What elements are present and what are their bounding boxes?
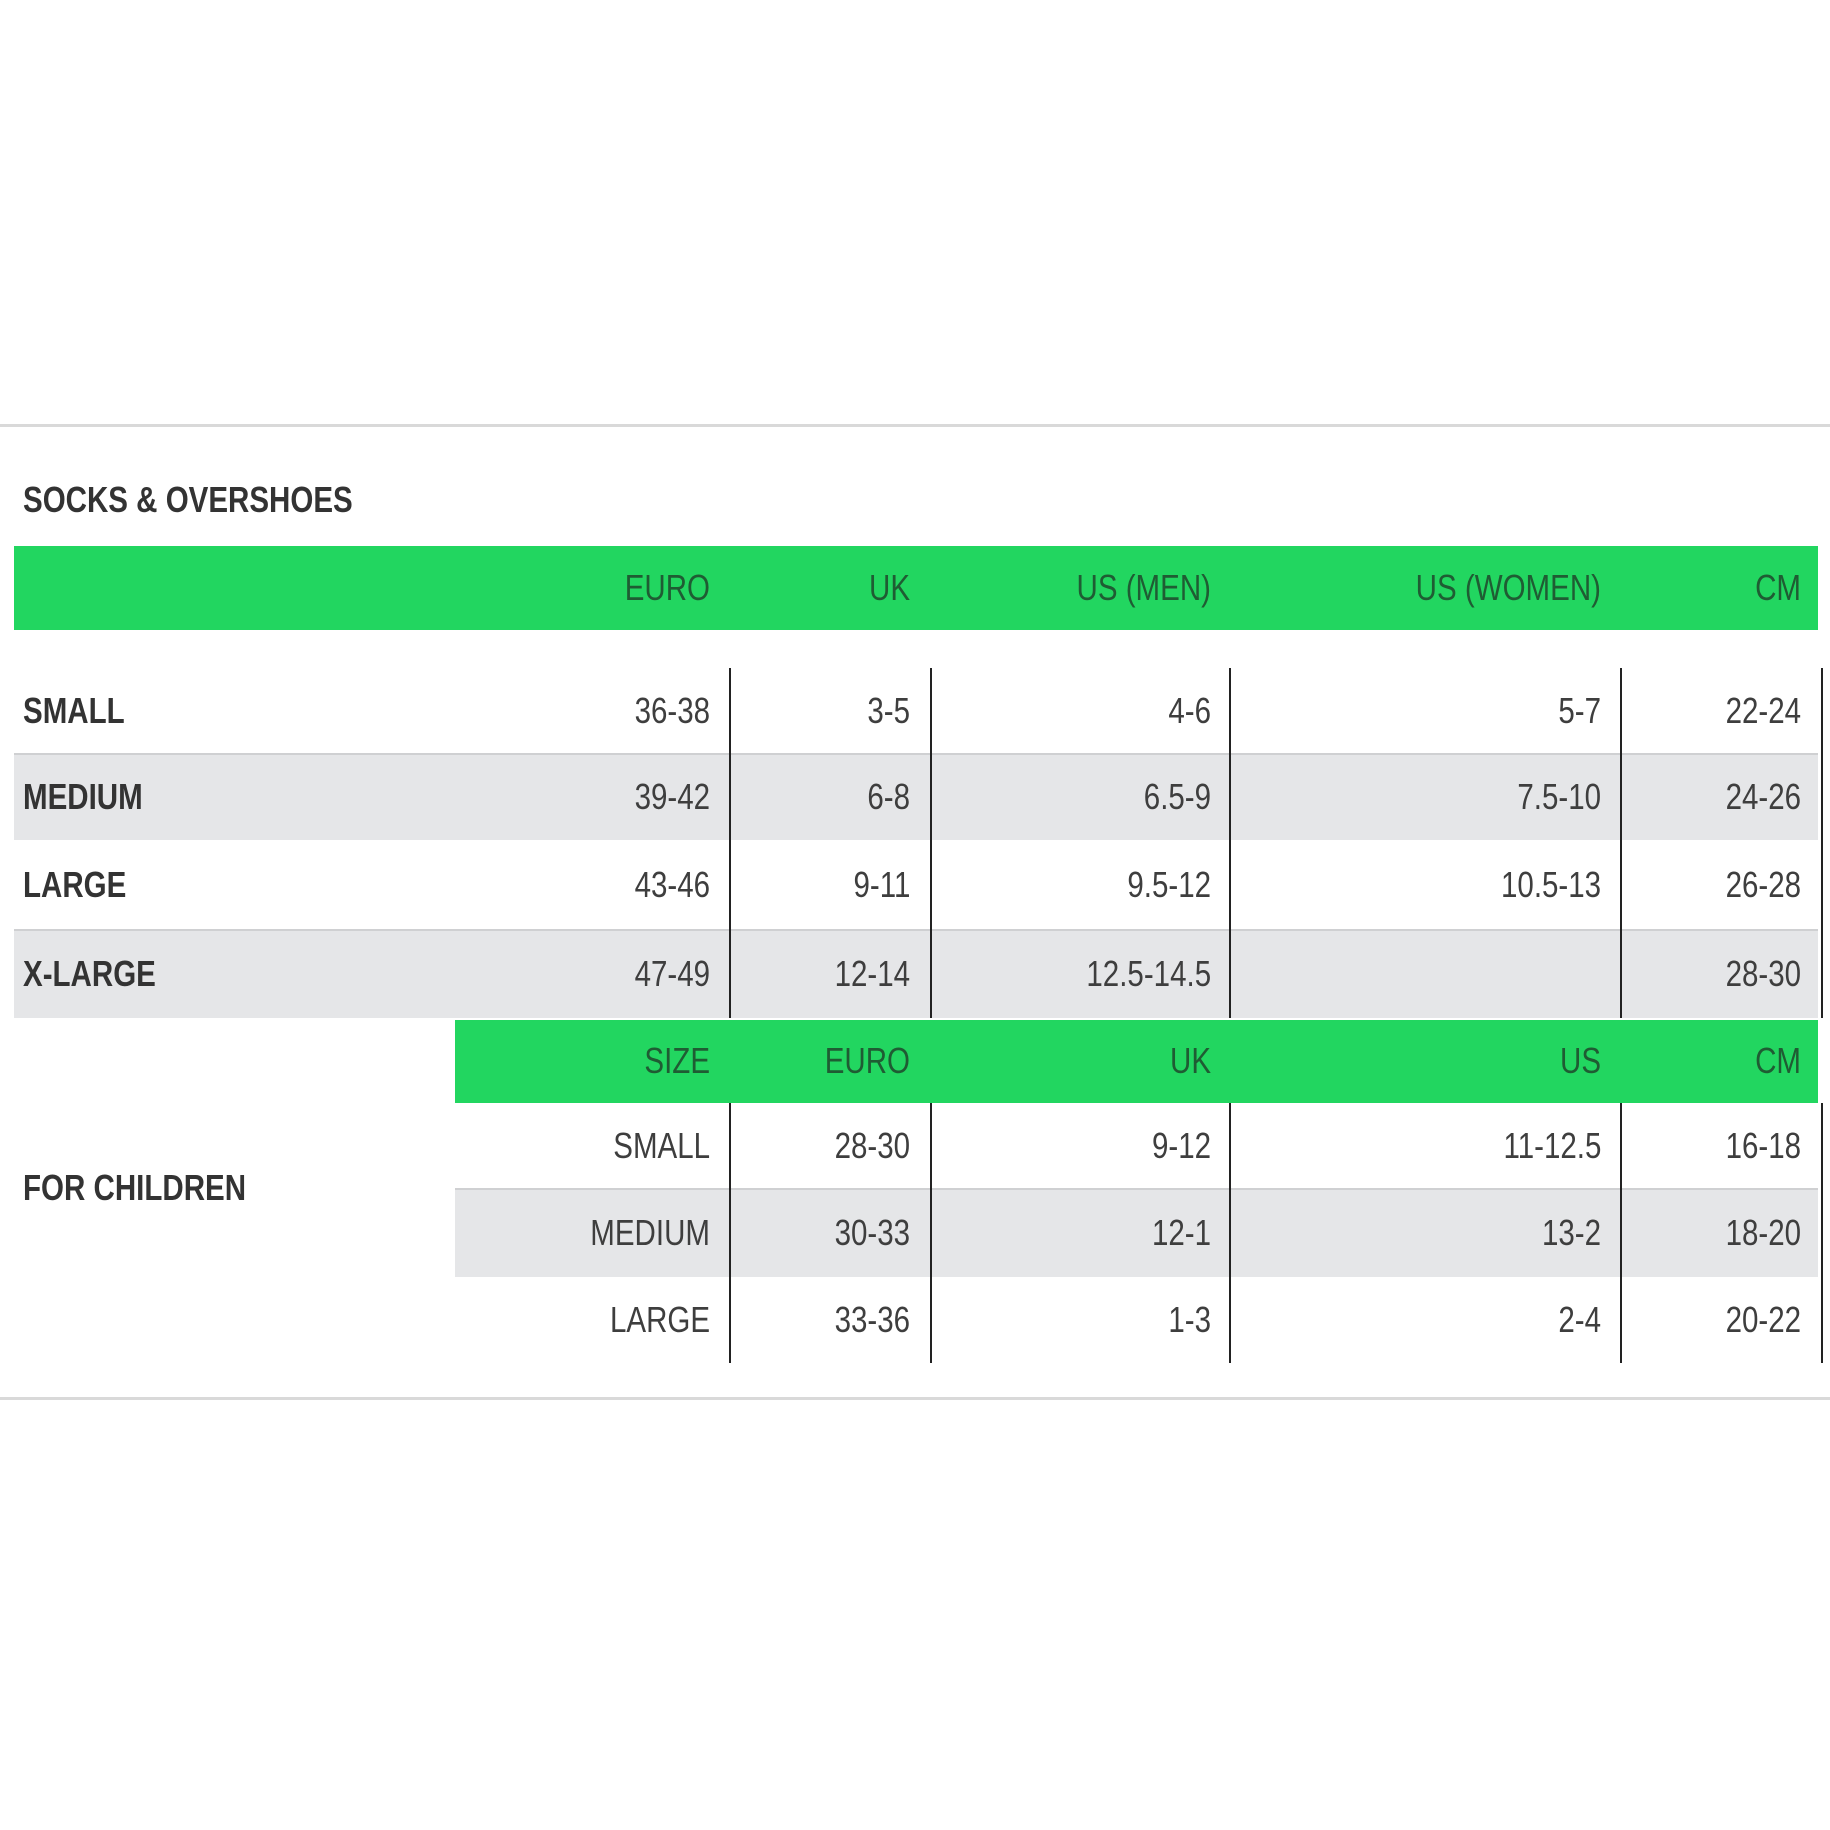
table-cell: 3-5 xyxy=(867,689,910,731)
table-cell: 12-1 xyxy=(1151,1211,1211,1253)
table-cell: 26-28 xyxy=(1725,863,1801,905)
bottom-divider xyxy=(0,1397,1830,1400)
adult-header-bar xyxy=(14,546,1818,630)
row-size-label: MEDIUM xyxy=(23,775,143,817)
table-cell: 22-24 xyxy=(1725,689,1801,731)
table-cell: 4-6 xyxy=(1168,689,1211,731)
column-header: EURO xyxy=(624,567,710,608)
table-cell: 36-38 xyxy=(634,689,710,731)
row-size-label: X-LARGE xyxy=(23,952,156,994)
column-divider xyxy=(930,668,932,1018)
table-cell: 6-8 xyxy=(867,775,910,817)
row-size-label: SMALL xyxy=(23,689,125,731)
row-size-label: LARGE xyxy=(23,863,127,905)
section-title: SOCKS & OVERSHOES xyxy=(23,479,353,520)
table-cell: 2-4 xyxy=(1558,1299,1601,1340)
column-divider xyxy=(1229,1103,1231,1363)
children-label: FOR CHILDREN xyxy=(23,1167,247,1208)
column-header: US (WOMEN) xyxy=(1415,567,1601,608)
children-row-stripe xyxy=(455,1188,1818,1277)
table-cell: 39-42 xyxy=(634,775,710,817)
table-cell: 1-3 xyxy=(1168,1299,1211,1340)
table-cell: 28-30 xyxy=(1725,952,1801,994)
table-cell: 10.5-13 xyxy=(1500,863,1601,905)
column-header: CM xyxy=(1755,1040,1801,1081)
column-divider xyxy=(729,1103,731,1363)
table-cell: MEDIUM xyxy=(590,1211,710,1253)
table-cell: 12-14 xyxy=(834,952,910,994)
table-cell: 7.5-10 xyxy=(1517,775,1601,817)
table-cell: 13-2 xyxy=(1541,1211,1601,1253)
top-divider xyxy=(0,424,1830,427)
column-header: UK xyxy=(1169,1040,1211,1081)
table-cell: 30-33 xyxy=(834,1211,910,1253)
table-cell: 47-49 xyxy=(634,952,710,994)
column-divider xyxy=(1821,668,1823,1018)
table-cell: 6.5-9 xyxy=(1143,775,1211,817)
table-cell: 5-7 xyxy=(1558,689,1601,731)
column-divider xyxy=(930,1103,932,1363)
column-header: EURO xyxy=(824,1040,910,1081)
adult-row-stripe xyxy=(14,929,1818,1018)
table-cell: 12.5-14.5 xyxy=(1086,952,1211,994)
table-cell: 20-22 xyxy=(1725,1299,1801,1340)
table-cell: LARGE xyxy=(609,1299,710,1340)
column-divider xyxy=(1620,668,1622,1018)
column-divider xyxy=(729,668,731,1018)
table-cell: 28-30 xyxy=(834,1124,910,1166)
column-header: US xyxy=(1559,1040,1601,1081)
column-divider xyxy=(1620,1103,1622,1363)
children-header-bar xyxy=(455,1020,1818,1103)
table-cell: 33-36 xyxy=(834,1299,910,1340)
column-header: CM xyxy=(1755,567,1801,608)
table-cell: 18-20 xyxy=(1725,1211,1801,1253)
column-divider xyxy=(1821,1103,1823,1363)
adult-row-stripe xyxy=(14,753,1818,840)
column-divider xyxy=(1229,668,1231,1018)
table-cell: 16-18 xyxy=(1725,1124,1801,1166)
table-cell: SMALL xyxy=(613,1124,710,1166)
table-cell: 24-26 xyxy=(1725,775,1801,817)
table-cell: 11-12.5 xyxy=(1503,1124,1601,1166)
table-cell: 9-12 xyxy=(1151,1124,1211,1166)
column-header: UK xyxy=(868,567,910,608)
table-cell: 43-46 xyxy=(634,863,710,905)
table-cell: 9-11 xyxy=(853,863,910,905)
column-header: SIZE xyxy=(644,1040,710,1081)
table-cell: 9.5-12 xyxy=(1127,863,1211,905)
column-header: US (MEN) xyxy=(1076,567,1211,608)
